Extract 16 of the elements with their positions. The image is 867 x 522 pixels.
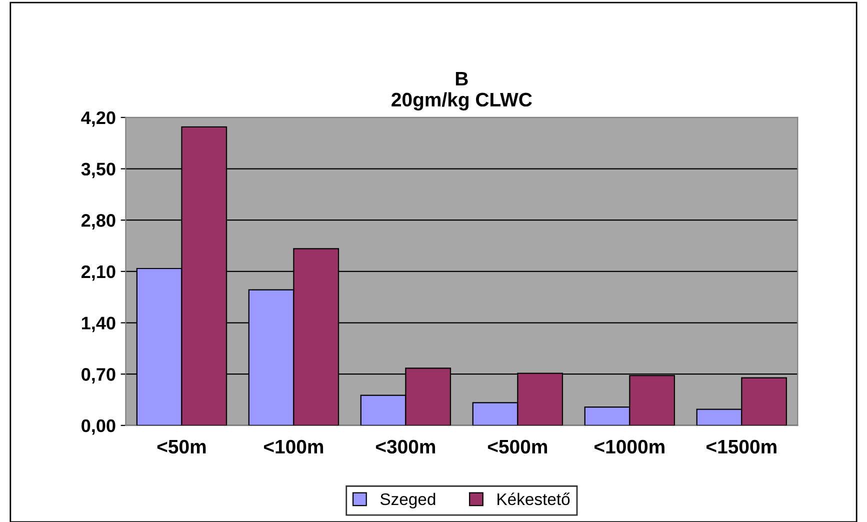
x-tick-label: <100m [264,440,324,454]
legend-label: Kékestető [498,492,570,506]
x-tick-label: <1500m [706,440,776,454]
x-tick-label: <1000m [594,440,664,454]
y-tick-label: 3,50 [81,162,116,178]
legend-label: Szeged [380,492,436,508]
y-tick-label: 0,70 [82,368,116,384]
y-tick-label: 0,00 [82,419,116,435]
y-tick-label: 1,40 [82,316,116,332]
y-tick-label: 2,80 [81,214,116,230]
x-tick-label: <300m [376,440,436,454]
x-tick-label: <500m [488,440,548,454]
chart-title: B 20gm/kg CLWC [392,72,532,110]
y-tick-label: 2,10 [81,265,116,281]
y-tick-label: 4,20 [81,111,116,127]
x-tick-label: <50m [157,440,206,454]
